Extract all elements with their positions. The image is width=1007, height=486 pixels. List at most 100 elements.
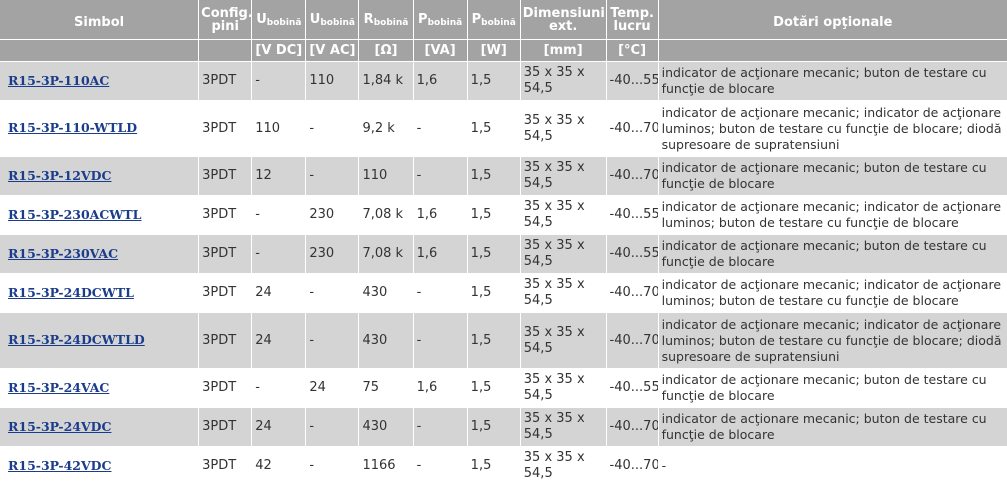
cell-u-ac: - — [306, 274, 359, 312]
cell-r: 9,2 k — [359, 101, 413, 156]
cell-p-va: 1,6 — [413, 235, 467, 273]
cell-dotari: indicator de acţionare mecanic; indicato… — [658, 101, 1007, 156]
cell-p-va: - — [413, 157, 467, 195]
header-u-dc: Ubobină — [252, 0, 306, 39]
cell-r: 430 — [359, 313, 413, 368]
cell-dotari: indicator de acţionare mecanic; buton de… — [658, 235, 1007, 273]
unit-p-w: [W] — [467, 40, 520, 61]
cell-p-w: 1,5 — [467, 157, 520, 195]
cell-p-w: 1,5 — [467, 235, 520, 273]
cell-config: 3PDT — [199, 235, 252, 273]
cell-u-ac: - — [306, 447, 359, 485]
cell-r: 430 — [359, 274, 413, 312]
cell-symbol: R15-3P-230VAC — [0, 235, 199, 273]
cell-u-ac: - — [306, 408, 359, 446]
cell-p-va: 1,6 — [413, 62, 467, 100]
product-link[interactable]: R15-3P-230VAC — [8, 245, 119, 261]
product-link[interactable]: R15-3P-24DCWTLD — [8, 332, 145, 347]
unit-u-ac: [V AC] — [306, 40, 359, 61]
cell-u-dc: 24 — [252, 408, 306, 446]
table-row: R15-3P-24VDC 3PDT 24-430-1,5 35 x 35 x 54,5… — [0, 408, 1007, 446]
unit-dotari — [658, 40, 1007, 61]
cell-p-va: - — [413, 313, 467, 368]
cell-dim: 35 x 35 x 54,5 — [520, 101, 606, 156]
cell-u-dc: - — [252, 235, 306, 273]
header-r: Rbobină — [359, 0, 413, 39]
cell-p-w: 1,5 — [467, 408, 520, 446]
cell-temp: -40...55 — [606, 62, 658, 100]
cell-config: 3PDT — [199, 369, 252, 407]
table-row: R15-3P-24DCWTL 3PDT 24-430-1,5 35 x 35 x 54… — [0, 274, 1007, 312]
cell-p-w: 1,5 — [467, 369, 520, 407]
product-link[interactable]: R15-3P-230ACWTL — [8, 206, 142, 222]
product-link[interactable]: R15-3P-42VDC — [8, 457, 112, 473]
cell-dim: 35 x 35 x 54,5 — [520, 274, 606, 312]
cell-p-w: 1,5 — [467, 447, 520, 485]
cell-u-dc: - — [252, 62, 306, 100]
cell-u-dc: - — [252, 196, 306, 234]
unit-r: [Ω] — [359, 40, 413, 61]
cell-dotari: indicator de acţionare mecanic; indicato… — [658, 313, 1007, 368]
cell-dim: 35 x 35 x 54,5 — [520, 235, 606, 273]
cell-config: 3PDT — [199, 157, 252, 195]
cell-u-ac: 24 — [306, 369, 359, 407]
table-row: R15-3P-110AC 3PDT -110 1,84 k 1,6 1,5 35 x 35 … — [0, 62, 1007, 100]
table-body: R15-3P-110AC 3PDT -110 1,84 k 1,6 1,5 35 x 35 … — [0, 62, 1007, 485]
cell-symbol: R15-3P-24VAC — [0, 369, 199, 407]
cell-u-dc: 110 — [252, 101, 306, 156]
cell-dotari: indicator de acţionare mecanic; indicato… — [658, 274, 1007, 312]
unit-p-va: [VA] — [413, 40, 467, 61]
cell-r: 75 — [359, 369, 413, 407]
cell-u-ac: 230 — [306, 196, 359, 234]
cell-u-dc: 24 — [252, 313, 306, 368]
header-dotari: Dotări opţionale — [658, 0, 1007, 39]
cell-u-ac: 110 — [306, 62, 359, 100]
cell-temp: -40...70 — [606, 101, 658, 156]
table-row: R15-3P-230VAC 3PDT -230 7,08 k 1,6 1,5 35 x 35… — [0, 235, 1007, 273]
cell-p-w: 1,5 — [467, 313, 520, 368]
header-row: Simbol Config. pini Ubobină Ubobină Rbobi… — [0, 0, 1007, 39]
header-dim: Dimensiuni ext. — [520, 0, 606, 39]
cell-symbol: R15-3P-110AC — [0, 62, 199, 100]
cell-u-ac: - — [306, 101, 359, 156]
cell-u-ac: 230 — [306, 235, 359, 273]
cell-dotari: - — [658, 447, 1007, 485]
cell-p-va: - — [413, 274, 467, 312]
cell-symbol: R15-3P-110-WTLD — [0, 101, 199, 156]
cell-r: 1166 — [359, 447, 413, 485]
header-u-ac: Ubobină — [306, 0, 359, 39]
cell-temp: -40...70 — [606, 313, 658, 368]
cell-u-ac: - — [306, 313, 359, 368]
cell-u-ac: - — [306, 157, 359, 195]
header-temp: Temp. lucru — [606, 0, 658, 39]
cell-r: 430 — [359, 408, 413, 446]
cell-dim: 35 x 35 x 54,5 — [520, 157, 606, 195]
product-link[interactable]: R15-3P-24DCWTL — [8, 284, 134, 300]
cell-temp: -40...55 — [606, 369, 658, 407]
table-row: R15-3P-110-WTLD 3PDT 110-9,2 k -1,5 35 x 35 … — [0, 101, 1007, 156]
cell-temp: -40...70 — [606, 447, 658, 485]
cell-config: 3PDT — [199, 408, 252, 446]
cell-p-w: 1,5 — [467, 196, 520, 234]
cell-dotari: indicator de acţionare mecanic; indicato… — [658, 196, 1007, 234]
cell-dim: 35 x 35 x 54,5 — [520, 369, 606, 407]
header-p-w: Pbobină — [467, 0, 520, 39]
cell-r: 7,08 k — [359, 196, 413, 234]
table-row: R15-3P-24VAC 3PDT -24 75 1,6 1,5 35 x 35 x 54,… — [0, 369, 1007, 407]
cell-config: 3PDT — [199, 101, 252, 156]
unit-temp: [°C] — [606, 40, 658, 61]
product-link[interactable]: R15-3P-110-WTLD — [8, 120, 138, 135]
cell-temp: -40...70 — [606, 408, 658, 446]
cell-symbol: R15-3P-24VDC — [0, 408, 199, 446]
cell-dim: 35 x 35 x 54,5 — [520, 408, 606, 446]
unit-u-dc: [V DC] — [252, 40, 306, 61]
cell-config: 3PDT — [199, 274, 252, 312]
product-link[interactable]: R15-3P-110AC — [8, 72, 110, 88]
cell-r: 1,84 k — [359, 62, 413, 100]
cell-p-w: 1,5 — [467, 101, 520, 156]
header-config: Config. pini — [199, 0, 252, 39]
cell-dotari: indicator de acţionare mecanic; buton de… — [658, 62, 1007, 100]
product-link[interactable]: R15-3P-24VAC — [8, 379, 110, 395]
product-link[interactable]: R15-3P-24VDC — [8, 418, 112, 434]
product-link[interactable]: R15-3P-12VDC — [8, 167, 112, 183]
